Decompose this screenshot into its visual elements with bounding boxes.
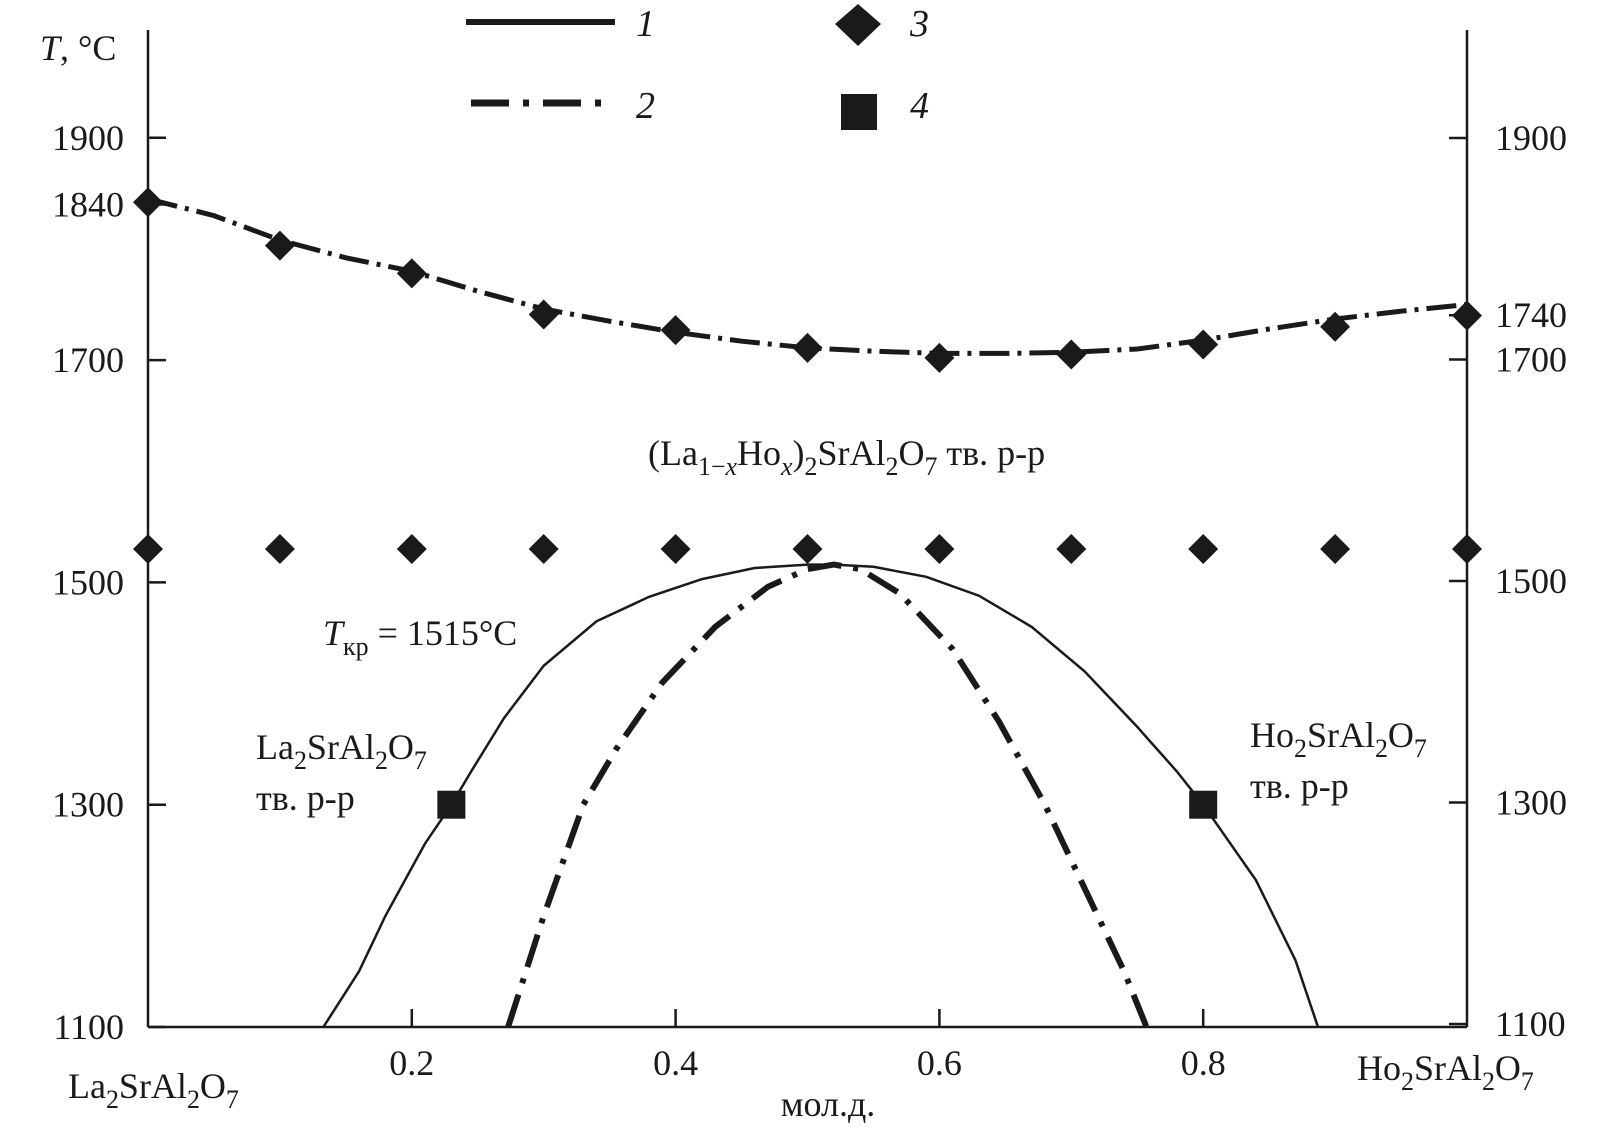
labels: (La1−xHox)2SrAl2O7 тв. р-р Tкр = 1515°C La…: [256, 433, 1427, 818]
y-axis-title: T, °C: [40, 28, 116, 68]
curves: [147, 196, 1468, 1029]
diamond-point: [528, 299, 559, 330]
diamond-point: [1452, 534, 1482, 565]
legend: 1 2 3 4: [466, 3, 929, 130]
legend-diamond-sample: [835, 4, 881, 46]
right-tick-label: 1900: [1495, 118, 1567, 158]
markers: [133, 187, 1482, 819]
legend-key-label: 4: [910, 85, 929, 127]
square-point: [1189, 790, 1218, 819]
diamond-point: [264, 534, 295, 565]
diamond-point: [1320, 311, 1351, 342]
right-tick-label: 1500: [1495, 561, 1567, 601]
diamond-point: [264, 230, 295, 261]
x-tick-label: 0.6: [917, 1043, 962, 1083]
diamond-point: [396, 258, 427, 289]
diamond-point: [660, 315, 691, 346]
x-axis-left-end-label: La2SrAl2O7: [68, 1066, 239, 1114]
liquidus-curve: [147, 196, 1468, 356]
x-tick-label: 0.4: [653, 1043, 698, 1083]
left-tick-label: 1100: [53, 1007, 124, 1047]
diamond-point: [1188, 329, 1219, 360]
la-solid-solution-sublabel: тв. р-р: [256, 778, 355, 818]
left-tick-label: 1900: [52, 118, 124, 158]
critical-temperature-label: Tкр = 1515°C: [323, 613, 517, 661]
right-tick-label: 1740: [1495, 295, 1567, 335]
diamond-point: [1188, 534, 1219, 565]
left-tick-label: 1300: [52, 785, 124, 825]
diamond-point: [133, 187, 163, 218]
phase-region-label: (La1−xHox)2SrAl2O7 тв. р-р: [648, 433, 1045, 481]
left-tick-label: 1700: [52, 340, 124, 380]
diamond-point: [924, 534, 955, 565]
x-tick-label: 0.8: [1181, 1043, 1226, 1083]
diamond-point: [924, 342, 955, 373]
spinodal-curve-2: [505, 561, 1150, 1029]
legend-square-sample: [841, 94, 877, 130]
diamond-point: [133, 534, 163, 565]
diamond-point: [660, 534, 691, 565]
x-axis-right-end-label: Ho2SrAl2O7: [1357, 1048, 1534, 1096]
left-tick-label: 1840: [52, 184, 124, 224]
diamond-point: [1452, 300, 1482, 331]
diamond-point: [396, 534, 427, 565]
diamond-point: [1320, 534, 1351, 565]
diamond-point: [792, 332, 823, 363]
legend-key-label: 1: [636, 3, 655, 45]
ho-solid-solution-label: Ho2SrAl2O7: [1250, 715, 1427, 763]
legend-key-label: 2: [636, 85, 655, 127]
legend-key-label: 3: [909, 3, 929, 45]
square-point: [437, 790, 466, 819]
left-tick-label: 1500: [52, 562, 124, 602]
x-axis-title: мол.д.: [781, 1084, 876, 1124]
diamond-point: [792, 534, 823, 565]
diamond-point: [528, 534, 559, 565]
axes: 1100 1300 1500 1700 1840 1900 T, °C 1100 1300 150…: [40, 28, 1567, 1124]
x-tick-label: 0.2: [389, 1043, 434, 1083]
right-tick-label: 1700: [1495, 340, 1567, 380]
right-tick-label: 1100: [1495, 1004, 1566, 1044]
right-tick-label: 1300: [1495, 783, 1567, 823]
ho-solid-solution-sublabel: тв. р-р: [1250, 766, 1349, 806]
diamond-point: [1056, 534, 1087, 565]
diamond-point: [1056, 339, 1087, 370]
la-solid-solution-label: La2SrAl2O7: [256, 727, 427, 775]
